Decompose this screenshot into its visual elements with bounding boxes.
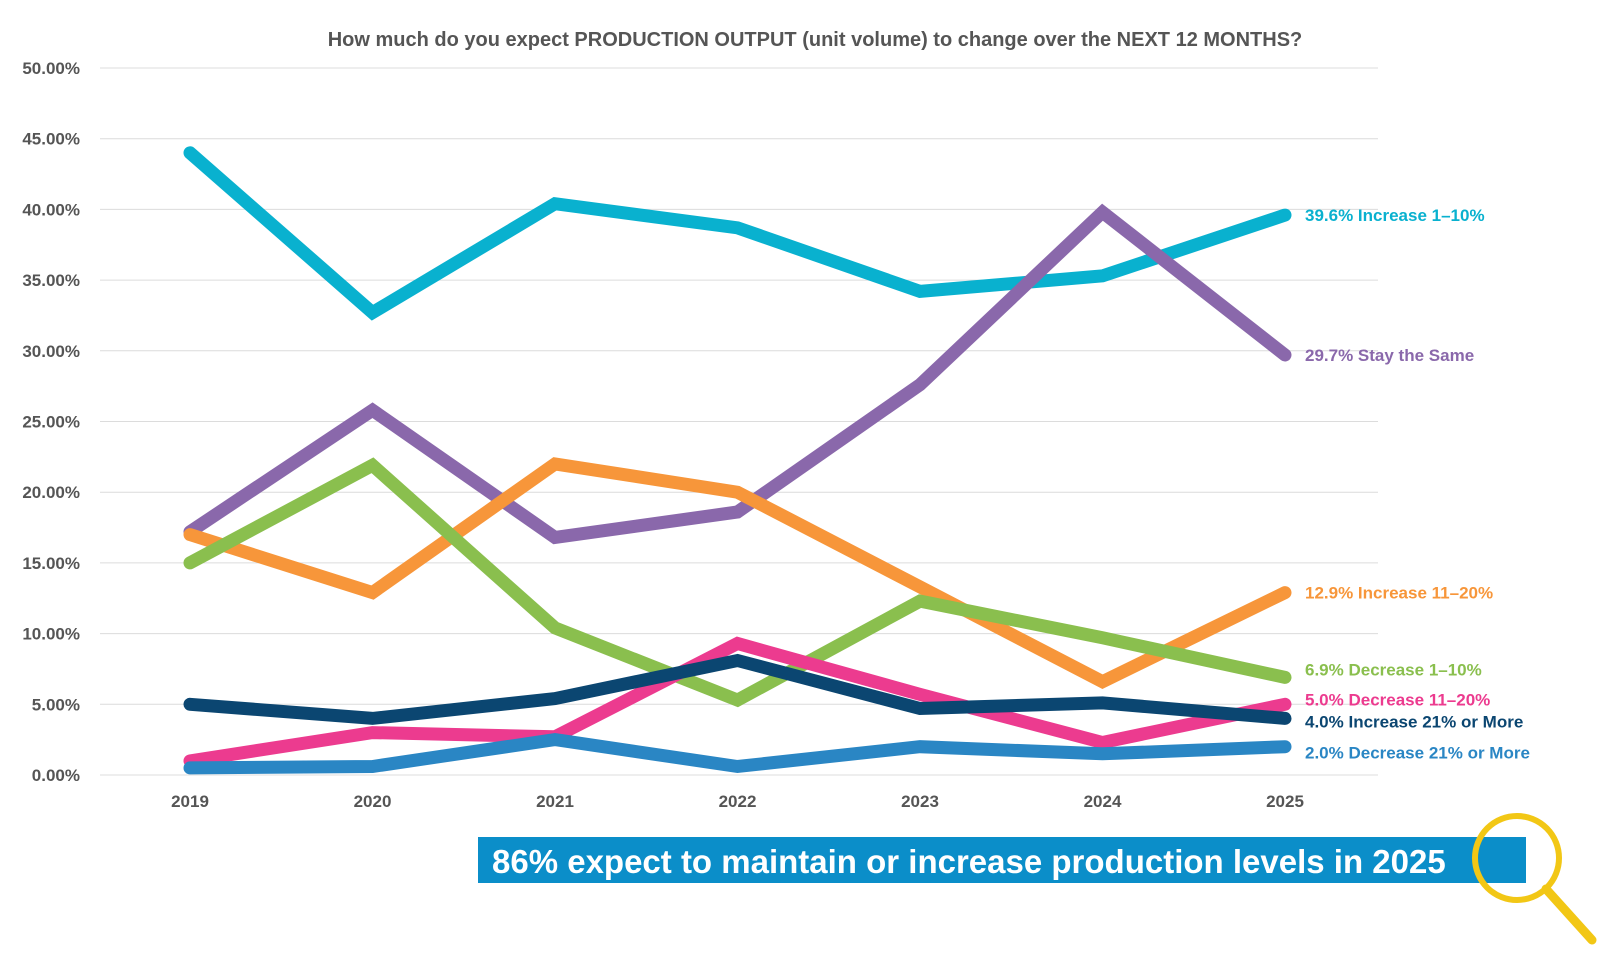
series-line-increase-21-or-more <box>183 653 1292 725</box>
chart-title: How much do you expect PRODUCTION OUTPUT… <box>328 29 1303 51</box>
y-tick-label: 20.00% <box>22 483 80 502</box>
series-label-increase-21-or-more: 4.0% Increase 21% or More <box>1305 712 1523 731</box>
y-tick-label: 45.00% <box>22 130 80 149</box>
x-axis-tick-labels: 2019 2020 2021 2022 2023 2024 2025 <box>171 792 1304 811</box>
y-tick-label: 40.00% <box>22 200 80 219</box>
series-label-increase-11-20: 12.9% Increase 11–20% <box>1305 584 1493 603</box>
series-label-decrease-11-20: 5.0% Decrease 11–20% <box>1305 690 1490 709</box>
series-label-decrease-21-or-more: 2.0% Decrease 21% or More <box>1305 744 1530 763</box>
series-line-stay-the-same <box>183 203 1292 545</box>
y-tick-label: 25.00% <box>22 413 80 432</box>
y-tick-label: 35.00% <box>22 271 80 290</box>
series-label-stay-the-same: 29.7% Stay the Same <box>1305 346 1474 365</box>
x-tick-label: 2021 <box>536 792 574 811</box>
y-tick-label: 15.00% <box>22 554 80 573</box>
series-line-decrease-11-20 <box>183 636 1292 768</box>
y-axis-tick-labels: 0.00% 5.00% 10.00% 15.00% 20.00% 25.00% 30.00%… <box>22 59 80 785</box>
x-tick-label: 2020 <box>354 792 392 811</box>
y-tick-label: 50.00% <box>22 59 80 78</box>
y-tick-label: 0.00% <box>32 766 80 785</box>
x-tick-label: 2023 <box>901 792 939 811</box>
x-tick-label: 2022 <box>719 792 757 811</box>
series-end-labels: 39.6% Increase 1–10% 29.7% Stay the Same 1… <box>1305 206 1530 763</box>
summary-banner-background <box>478 837 1526 883</box>
series-line-decrease-21-or-more <box>183 733 1292 775</box>
series-lines <box>183 146 1292 775</box>
x-tick-label: 2024 <box>1084 792 1122 811</box>
gridlines <box>100 67 1378 776</box>
y-tick-label: 30.00% <box>22 342 80 361</box>
series-line-decrease-1-10 <box>183 457 1292 708</box>
y-tick-label: 10.00% <box>22 625 80 644</box>
y-tick-label: 5.00% <box>32 695 80 714</box>
summary-banner: 86% expect to maintain or increase produ… <box>478 837 1526 883</box>
series-label-decrease-1-10: 6.9% Decrease 1–10% <box>1305 660 1482 679</box>
x-tick-label: 2025 <box>1266 792 1304 811</box>
series-label-increase-1-10: 39.6% Increase 1–10% <box>1305 206 1485 225</box>
x-tick-label: 2019 <box>171 792 209 811</box>
magnifying-glass-icon <box>1472 813 1597 945</box>
series-line-increase-11-20 <box>183 457 1292 689</box>
series-line-increase-1-10 <box>183 146 1292 321</box>
summary-banner-text: 86% expect to maintain or increase produ… <box>492 843 1446 880</box>
